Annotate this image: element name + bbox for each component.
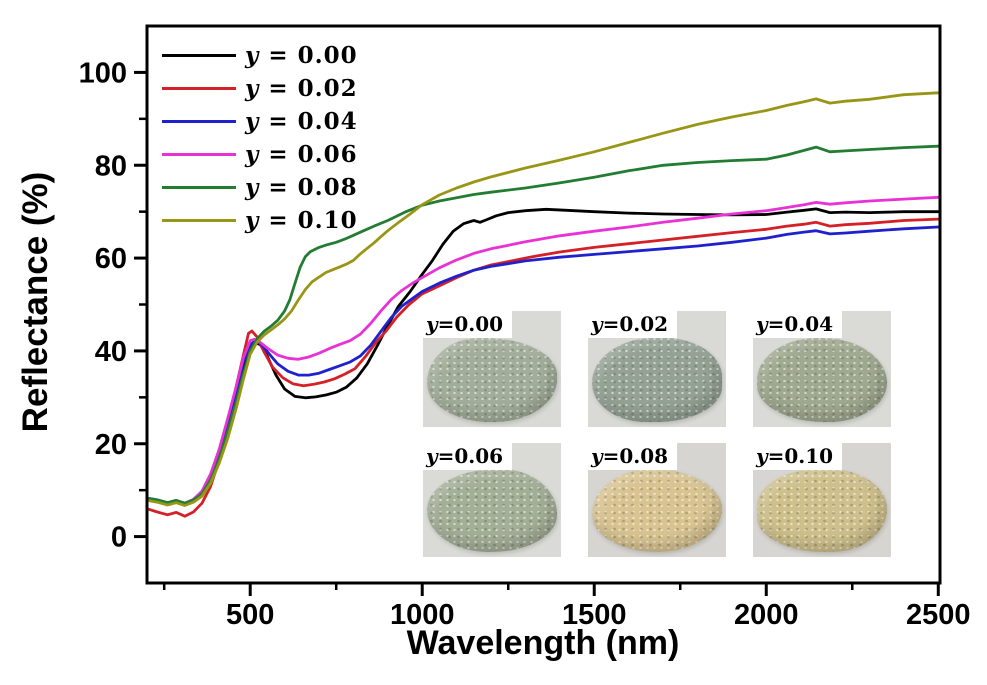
powder-photo-label: y=0.06 bbox=[423, 443, 513, 470]
powder-blob bbox=[592, 469, 722, 553]
legend-item-label: y = 0.06 bbox=[245, 141, 358, 168]
powder-photo-label: y=0.02 bbox=[588, 311, 678, 338]
powder-photo: y=0.04 bbox=[753, 311, 891, 427]
x-tick-label: 2500 bbox=[906, 599, 971, 631]
powder-blob bbox=[427, 469, 557, 553]
legend-item-label: y = 0.00 bbox=[245, 42, 358, 69]
legend-item: y = 0.10 bbox=[162, 204, 358, 237]
powder-photo: y=0.08 bbox=[588, 443, 726, 557]
legend-item-label: y = 0.04 bbox=[245, 108, 358, 135]
powder-photo-label: y=0.04 bbox=[753, 311, 843, 338]
y-tick-label: 60 bbox=[95, 243, 127, 275]
powder-photo: y=0.02 bbox=[588, 311, 726, 427]
powder-photo: y=0.00 bbox=[423, 311, 561, 427]
powder-photo: y=0.06 bbox=[423, 443, 561, 557]
x-tick-label: 500 bbox=[226, 599, 274, 631]
powder-blob bbox=[427, 337, 557, 423]
legend-item-label: y = 0.10 bbox=[245, 207, 358, 234]
powder-blob bbox=[757, 469, 887, 553]
legend-item: y = 0.04 bbox=[162, 105, 358, 138]
powder-photo-grid: y=0.00 y=0.02 y=0.04 y=0.06 y=0.08 y=0.10 bbox=[423, 311, 891, 557]
y-tick-label: 0 bbox=[111, 522, 127, 554]
legend-item-label: y = 0.08 bbox=[245, 174, 358, 201]
legend-item-label: y = 0.02 bbox=[245, 75, 358, 102]
y-tick-label: 40 bbox=[95, 336, 127, 368]
powder-blob bbox=[757, 337, 887, 423]
x-tick-label: 1500 bbox=[562, 599, 627, 631]
legend-line-swatch bbox=[162, 53, 236, 58]
powder-photo-label: y=0.08 bbox=[588, 443, 678, 470]
legend-item: y = 0.02 bbox=[162, 72, 358, 105]
powder-photo: y=0.10 bbox=[753, 443, 891, 557]
legend-item: y = 0.08 bbox=[162, 171, 358, 204]
y-tick-label: 80 bbox=[95, 150, 127, 182]
x-tick-label: 1000 bbox=[390, 599, 455, 631]
legend-item: y = 0.00 bbox=[162, 39, 358, 72]
series-line-4 bbox=[145, 144, 940, 505]
powder-blob bbox=[592, 337, 722, 423]
y-axis-title: Reflectance (%) bbox=[16, 171, 55, 433]
x-axis-title: Wavelength (nm) bbox=[406, 624, 680, 662]
series-line-3 bbox=[145, 195, 940, 505]
legend-line-swatch bbox=[162, 185, 236, 190]
y-tick-label: 20 bbox=[95, 429, 127, 461]
legend: y = 0.00 y = 0.02 y = 0.04 y = 0.06 y = 0.08… bbox=[162, 39, 358, 237]
legend-line-swatch bbox=[162, 86, 236, 91]
legend-line-swatch bbox=[162, 119, 236, 124]
legend-line-swatch bbox=[162, 152, 236, 157]
series-line-5 bbox=[145, 91, 940, 507]
y-tick-label: 100 bbox=[79, 57, 127, 89]
legend-item: y = 0.06 bbox=[162, 138, 358, 171]
powder-photo-label: y=0.10 bbox=[753, 443, 843, 470]
x-tick-label: 2000 bbox=[734, 599, 799, 631]
legend-line-swatch bbox=[162, 218, 236, 223]
powder-photo-label: y=0.00 bbox=[423, 311, 513, 338]
